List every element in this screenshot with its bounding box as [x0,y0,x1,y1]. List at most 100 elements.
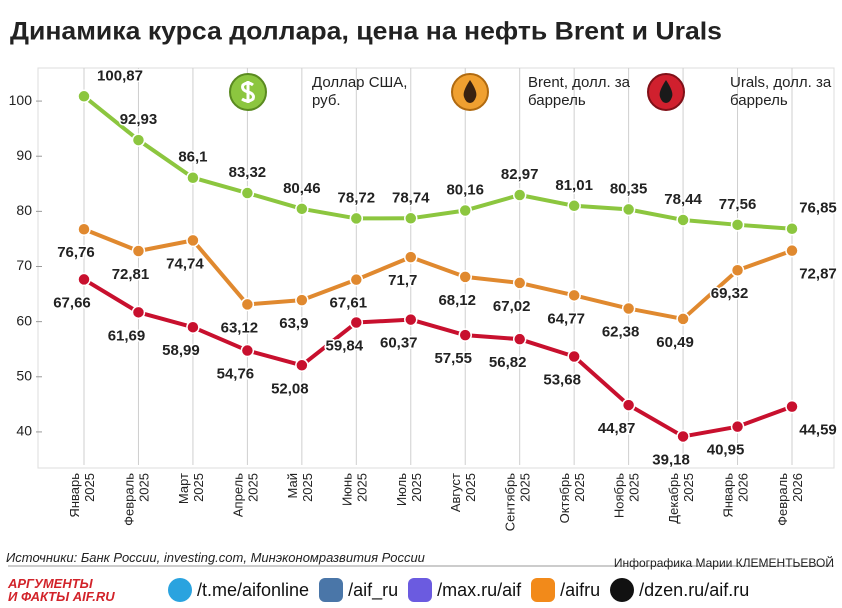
social-link[interactable]: /dzen.ru/aif.ru [610,578,749,602]
x-tick-label: Август2025 [449,473,479,512]
y-tick-label: 90 [16,147,32,163]
point [676,213,690,227]
source: Источники: Банк России, investing.com, М… [6,550,425,565]
chart-title: Динамика курса доллара, цена на нефть Br… [10,18,722,46]
link-text[interactable]: /max.ru/aif [437,579,522,600]
legend-icon [451,73,489,111]
value-label: 52,08 [271,380,309,397]
value-label: 67,66 [53,294,91,311]
x-tick-label: Январь2026 [721,473,751,518]
social-link[interactable]: /max.ru/aif [408,578,521,602]
footer: АРГУМЕНТЫ И ФАКТЫ AIF.RU /t.me/aifonline … [0,572,842,608]
x-tick-label-line: 2025 [300,473,315,502]
value-label: 56,82 [489,354,527,371]
x-tick-label: Январь2025 [67,473,97,518]
x-tick-label-line: 2025 [355,473,370,502]
value-label: 44,87 [598,420,636,437]
x-tick-label: Февраль2025 [122,473,152,526]
value-label: 60,49 [656,334,694,351]
x-tick-label-line: Январь [67,473,82,518]
point [730,263,745,277]
x-tick-label: Октябрь2025 [558,473,588,524]
value-label: 78,72 [338,189,376,206]
x-tick-label-line: Апрель [231,473,246,517]
point [621,301,636,316]
x-tick-label-line: 2026 [790,473,805,502]
point [785,221,799,236]
x-tick-label-line: 2025 [409,473,424,502]
value-label: 80,46 [283,180,321,197]
social-link[interactable]: /aifru [531,578,600,602]
x-tick-label-line: Август [449,473,464,512]
link-text[interactable]: /aif_ru [348,579,399,600]
link-text[interactable]: /t.me/aifonline [197,579,310,600]
social-link[interactable]: /aif_ru [319,578,398,602]
value-label: 100,87 [97,67,143,84]
series-line [82,94,793,231]
value-label: 80,16 [446,181,484,198]
point [186,233,200,248]
x-tick-label-line: 2025 [573,473,588,502]
legend-label: Brent, долл. за баррель [528,74,631,109]
y-tick-label: 70 [16,257,32,273]
point [730,218,745,232]
point [404,312,418,327]
value-label: 54,76 [217,366,255,383]
point [131,133,146,147]
point [131,305,146,320]
value-label: 62,38 [602,323,640,340]
value-label: 68,12 [438,292,476,309]
link-text[interactable]: /dzen.ru/aif.ru [639,579,750,600]
point [186,170,200,185]
value-label: 92,93 [120,111,158,128]
legend-icon [647,73,685,111]
point [240,186,255,200]
x-tick-label-line: Ноябрь [612,473,627,518]
point [295,358,309,373]
value-label: 76,76 [57,244,95,261]
social-link[interactable]: /t.me/aifonline [168,578,309,602]
x-tick-label-line: 2025 [82,473,97,502]
point [621,398,636,412]
value-label: 44,59 [799,422,837,439]
value-label: 53,68 [543,371,581,388]
x-tick-label-line: Сентябрь [503,473,518,531]
point [404,250,418,264]
x-tick-label-line: 2025 [191,473,206,502]
value-label: 57,55 [434,350,472,367]
x-tick-label-line: 2025 [246,473,261,502]
x-tick-label: Май2025 [285,473,315,502]
point [349,211,364,226]
link-text[interactable]: /aifru [560,579,601,600]
point [295,293,309,307]
value-label: 80,35 [610,180,648,197]
point [676,429,690,444]
value-label: 60,37 [380,335,418,352]
point [458,270,472,284]
value-label: 67,02 [493,298,531,315]
x-tick-label-line: 2025 [464,473,479,502]
x-tick-label-line: 2025 [137,473,152,502]
y-tick-label: 80 [16,202,32,218]
point [458,203,472,218]
x-tick-label-line: Октябрь [558,473,573,524]
legend-label: Urals, долл. за баррель [730,74,832,109]
point [458,328,472,342]
point [349,272,364,287]
x-tick-label: Июнь2025 [340,473,370,506]
x-tick-label: Апрель2025 [231,473,261,517]
point [567,199,581,213]
value-label: 61,69 [108,327,146,344]
value-label: 77,56 [719,196,757,213]
value-label: 39,18 [652,451,690,468]
legend-label: Доллар США, руб. [312,74,408,109]
point [349,315,364,330]
value-label: 71,7 [388,272,417,289]
x-tick-label: Март2025 [176,473,206,504]
x-tick-label-line: 2025 [627,473,642,502]
x-tick-label-line: Март [176,473,191,504]
logo: АРГУМЕНТЫ И ФАКТЫ AIF.RU [0,577,158,603]
point [676,312,690,326]
point [186,320,200,334]
